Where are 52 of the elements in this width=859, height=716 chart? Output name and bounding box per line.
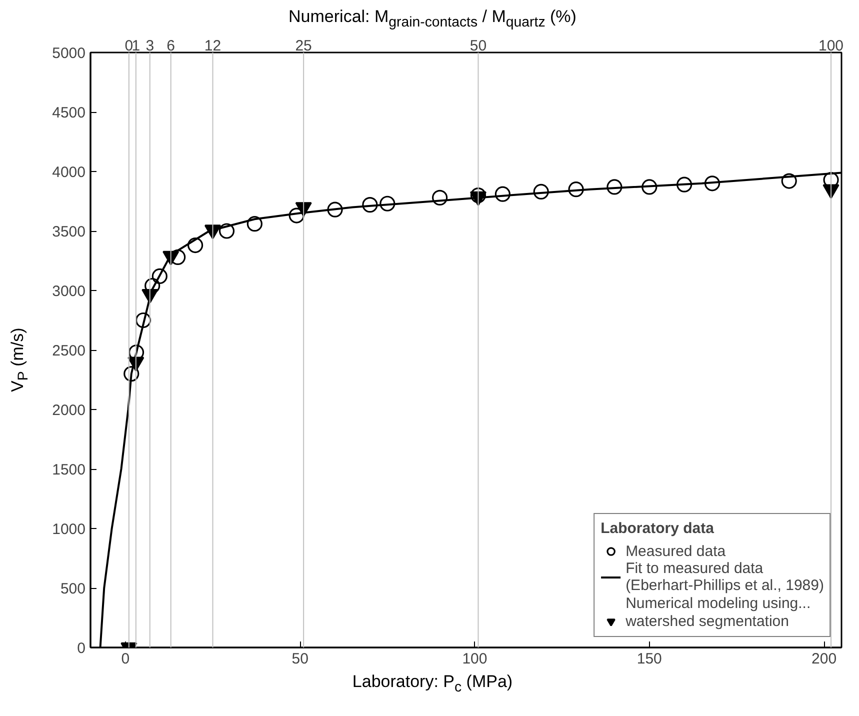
y-tick-label: 4500	[52, 104, 86, 122]
x-tick-label: 100	[462, 650, 488, 668]
x-tick-label: 200	[812, 650, 837, 668]
y-tick-label: 1500	[52, 462, 86, 478]
annotation: 50	[470, 38, 487, 54]
y-tick-label: 3000	[52, 283, 86, 300]
point	[288, 208, 304, 224]
point	[362, 197, 378, 213]
y-tick-label: 1000	[52, 521, 86, 538]
annotation: 6	[166, 38, 176, 54]
point	[568, 182, 584, 198]
point	[327, 202, 343, 218]
legend-label: Measured data	[626, 542, 726, 560]
point	[533, 184, 549, 200]
annotation: 25	[295, 38, 312, 54]
point	[676, 176, 692, 192]
point	[124, 366, 140, 382]
annotation: 12	[204, 38, 222, 54]
point	[704, 176, 720, 192]
point	[152, 268, 168, 284]
x2-axis-title: Numerical: M$_{grain-contacts}$ / M$_{quartz}$ (%)	[288, 6, 578, 32]
x-tick-label: 50	[292, 650, 308, 668]
annotation: Numerical modeling using...	[626, 594, 811, 612]
point	[218, 223, 235, 239]
x-tick-label: 150	[636, 650, 662, 668]
point	[642, 179, 658, 195]
y-tick-label: 2500	[52, 342, 86, 360]
annotation: 3	[146, 38, 154, 54]
point	[494, 186, 510, 202]
point	[144, 278, 160, 294]
annotation: 0	[124, 38, 134, 54]
point	[470, 188, 486, 204]
annotation: 1	[132, 38, 140, 54]
x-axis-title: Laboratory: P$_{c}$ (MPa)	[351, 671, 514, 698]
y-tick-label: 4000	[52, 164, 86, 181]
y-tick-label: 0	[77, 640, 86, 657]
y-tick-label: 500	[60, 580, 86, 598]
point	[432, 190, 448, 206]
annotation: 100	[818, 38, 844, 54]
point	[187, 237, 204, 254]
point	[246, 216, 262, 232]
y-tick-label: 3500	[52, 224, 86, 240]
y-tick-label: 5000	[52, 45, 86, 62]
point	[135, 312, 152, 328]
y-tick-label: 2000	[52, 402, 86, 419]
point	[781, 173, 797, 189]
legend-label: watershed segmentation	[626, 612, 789, 630]
point	[380, 196, 396, 212]
legend-title: Laboratory data	[600, 520, 715, 537]
x-tick-label: 0	[121, 650, 130, 668]
legend-label: Fit to measured data (Eberhart-Phillips et al., 1989)	[626, 560, 824, 594]
point	[606, 179, 622, 195]
